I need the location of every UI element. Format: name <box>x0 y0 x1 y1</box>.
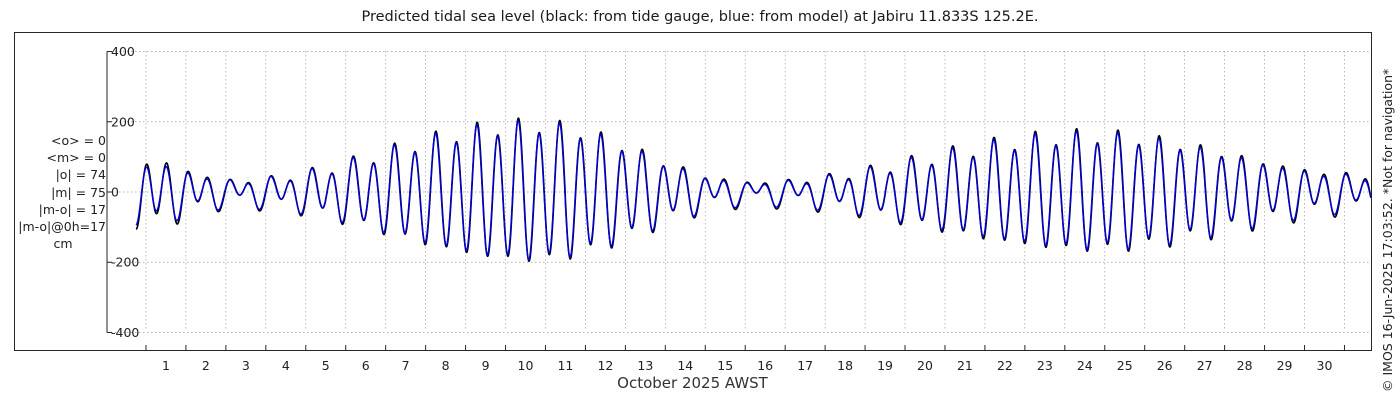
x-tick-label: 21 <box>957 358 973 373</box>
x-tick-label: 4 <box>282 358 290 373</box>
x-tick-label: 24 <box>1077 358 1093 373</box>
y-tick-label: -200 <box>111 255 139 270</box>
series-line-model <box>135 120 1372 261</box>
x-tick-label: 19 <box>877 358 893 373</box>
y-tick-label: 400 <box>111 44 135 59</box>
x-tick-label: 28 <box>1237 358 1253 373</box>
x-tick-label: 2 <box>202 358 210 373</box>
x-axis-label: October 2025 AWST <box>617 374 768 392</box>
stat-abs-model: |m| = 75 <box>51 184 106 200</box>
x-tick-label: 1 <box>162 358 170 373</box>
x-tick-label: 8 <box>442 358 450 373</box>
x-tick-label: 30 <box>1317 358 1333 373</box>
stat-mean-model: <m> = 0 <box>46 150 107 166</box>
x-tick-label: 18 <box>837 358 853 373</box>
x-tick-label: 12 <box>597 358 613 373</box>
axis-layer <box>106 51 1345 350</box>
y-tick-label: 0 <box>111 185 119 200</box>
stat-mean-obs: <o> = 0 <box>51 133 106 148</box>
x-tick-label: 6 <box>362 358 370 373</box>
x-tick-label: 13 <box>637 358 653 373</box>
x-tick-label: 23 <box>1037 358 1053 373</box>
x-tick-label: 3 <box>242 358 250 373</box>
x-tick-label: 5 <box>322 358 330 373</box>
series-layer <box>135 117 1372 262</box>
y-tick-label: 200 <box>111 114 135 129</box>
stat-abs-diff-0h: |m-o|@0h=17 <box>18 219 106 235</box>
x-tick-label: 26 <box>1157 358 1173 373</box>
copyright-credit: © IMOS 16-Jun-2025 17:03:52. *Not for na… <box>1380 68 1395 392</box>
x-tick-label: 25 <box>1117 358 1133 373</box>
x-tick-label: 16 <box>757 358 773 373</box>
x-tick-label: 11 <box>557 358 573 373</box>
x-tick-label: 20 <box>917 358 933 373</box>
x-tick-label: 17 <box>797 358 813 373</box>
grid-layer <box>107 51 1371 333</box>
chart-title: Predicted tidal sea level (black: from t… <box>361 9 1039 25</box>
y-tick-label: -400 <box>111 325 139 340</box>
x-tick-label: 10 <box>518 358 534 373</box>
x-tick-label: 14 <box>677 358 693 373</box>
x-tick-label: 9 <box>482 358 490 373</box>
x-tick-label: 7 <box>402 358 410 373</box>
stats-panel: <o> = 0 <m> = 0 |o| = 74 |m| = 75 |m-o| … <box>6 132 106 252</box>
plot-frame <box>14 32 1372 351</box>
x-tick-label: 15 <box>717 358 733 373</box>
x-tick-label: 29 <box>1277 358 1293 373</box>
x-tick-label: 22 <box>997 358 1013 373</box>
stat-unit: cm <box>53 236 73 252</box>
x-tick-label: 27 <box>1197 358 1213 373</box>
stat-abs-diff: |m-o| = 17 <box>38 201 106 217</box>
stat-abs-obs: |o| = 74 <box>55 167 106 183</box>
